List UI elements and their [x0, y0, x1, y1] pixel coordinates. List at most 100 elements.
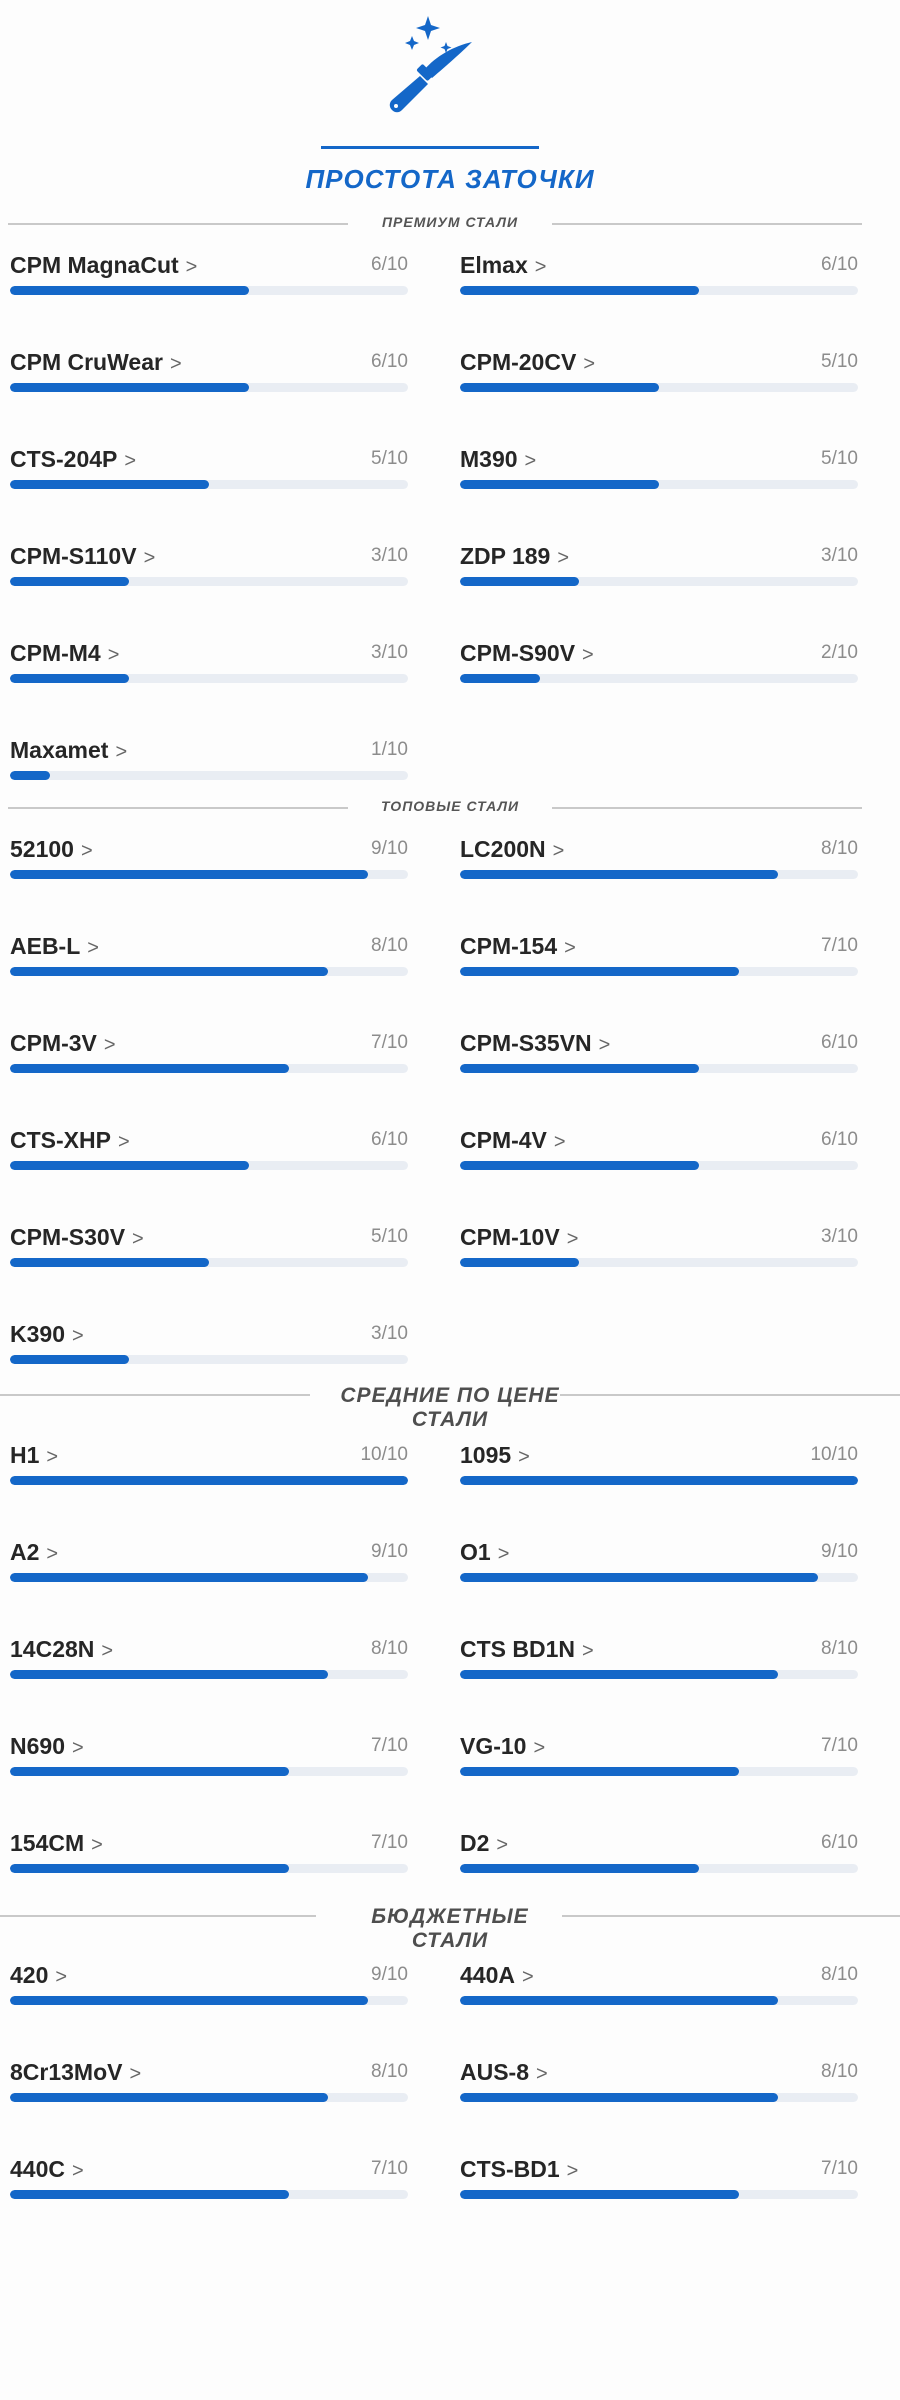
chevron-right-icon: > — [185, 256, 198, 278]
steel-item[interactable]: AEB-L >8/10 — [10, 933, 408, 983]
steel-name-link[interactable]: K390 > — [10, 1321, 84, 1348]
steel-item[interactable]: CPM-20CV >5/10 — [460, 349, 858, 399]
steel-item[interactable]: M390 >5/10 — [460, 446, 858, 496]
progress-track — [10, 383, 408, 392]
steel-name-link[interactable]: 420 > — [10, 1962, 67, 1989]
steel-item[interactable]: CPM CruWear >6/10 — [10, 349, 408, 399]
steel-name-link[interactable]: 154CM > — [10, 1830, 103, 1857]
progress-fill — [10, 1864, 289, 1873]
steel-name-link[interactable]: H1 > — [10, 1442, 58, 1469]
steel-item[interactable]: LC200N >8/10 — [460, 836, 858, 886]
steel-name-link[interactable]: CPM CruWear > — [10, 349, 182, 376]
progress-fill — [10, 1767, 289, 1776]
steel-item[interactable]: 14C28N >8/10 — [10, 1636, 408, 1686]
steel-item[interactable]: 440A >8/10 — [460, 1962, 858, 2012]
chevron-right-icon: > — [536, 2063, 548, 2085]
chevron-right-icon: > — [598, 1034, 611, 1056]
steel-item[interactable]: CPM-154 > 7/10 — [460, 933, 858, 983]
progress-fill — [460, 1258, 580, 1267]
steel-name-link[interactable]: CPM-10V > — [460, 1224, 578, 1251]
steel-name: CPM MagnaCut — [10, 252, 179, 278]
steel-item[interactable]: AUS-8 >8/10 — [460, 2059, 858, 2109]
steel-name-link[interactable]: CPM-S30V > — [10, 1224, 144, 1251]
steel-item[interactable]: Elmax >6/10 — [460, 252, 858, 302]
steel-item[interactable]: 420 >9/10 — [10, 1962, 408, 2012]
steel-name-link[interactable]: 52100 > — [10, 836, 93, 863]
steel-item[interactable]: CPM-3V >7/10 — [10, 1030, 408, 1080]
steel-name-link[interactable]: 8Cr13MoV > — [10, 2059, 141, 2086]
steel-item[interactable]: O1 >9/10 — [460, 1539, 858, 1589]
steel-name: AEB-L — [10, 933, 81, 959]
progress-fill — [460, 967, 739, 976]
steel-item[interactable]: CTS-XHP >6/10 — [10, 1127, 408, 1177]
steel-name-link[interactable]: AEB-L > — [10, 933, 99, 960]
steel-item[interactable]: CPM-10V >3/10 — [460, 1224, 858, 1274]
steel-item[interactable]: 440C >7/10 — [10, 2156, 408, 2206]
steel-item[interactable]: CPM-4V >6/10 — [460, 1127, 858, 1177]
steel-name-link[interactable]: CTS-BD1 > — [460, 2156, 578, 2183]
steel-name-link[interactable]: 440C > — [10, 2156, 84, 2183]
steel-name-link[interactable]: CPM-20CV > — [460, 349, 595, 376]
steel-name-link[interactable]: 440A > — [460, 1962, 534, 1989]
steel-item[interactable]: N690 >7/10 — [10, 1733, 408, 1783]
steel-name: K390 — [10, 1321, 65, 1347]
steel-item[interactable]: H1 >10/10 — [10, 1442, 408, 1492]
steel-name-link[interactable]: CPM MagnaCut > — [10, 252, 197, 279]
steel-name-link[interactable]: N690 > — [10, 1733, 84, 1760]
steel-name-link[interactable]: CPM-S110V > — [10, 543, 155, 570]
section-divider — [0, 1394, 310, 1396]
steel-item[interactable]: CPM-S35VN >6/10 — [460, 1030, 858, 1080]
score-label: 5/10 — [371, 1226, 408, 1247]
steel-item[interactable]: VG-10 >7/10 — [460, 1733, 858, 1783]
steel-name-link[interactable]: VG-10 > — [460, 1733, 545, 1760]
steel-name-link[interactable]: AUS-8 > — [460, 2059, 548, 2086]
steel-name-link[interactable]: ZDP 189 > — [460, 543, 569, 570]
steel-name-link[interactable]: CPM-4V > — [460, 1127, 566, 1154]
steel-item[interactable]: 1095 >10/10 — [460, 1442, 858, 1492]
steel-name-link[interactable]: 14C28N > — [10, 1636, 113, 1663]
score-label: 9/10 — [371, 838, 408, 859]
score-label: 7/10 — [821, 935, 858, 956]
steel-name-link[interactable]: CPM-154 > — [460, 933, 576, 960]
steel-name-link[interactable]: CTS-XHP > — [10, 1127, 130, 1154]
progress-fill — [10, 1670, 329, 1679]
steel-item[interactable]: CTS BD1N >8/10 — [460, 1636, 858, 1686]
steel-item[interactable]: ZDP 189 >3/10 — [460, 543, 858, 593]
steel-item[interactable]: 8Cr13MoV >8/10 — [10, 2059, 408, 2109]
steel-item[interactable]: CTS-BD1 >7/10 — [460, 2156, 858, 2206]
steel-item[interactable]: Maxamet >1/10 — [10, 737, 408, 787]
steel-name-link[interactable]: CTS-204P > — [10, 446, 136, 473]
steel-name-link[interactable]: Maxamet > — [10, 737, 127, 764]
progress-fill — [460, 2190, 739, 2199]
chevron-right-icon: > — [103, 1034, 116, 1056]
steel-item[interactable]: CPM-S30V > 5/10 — [10, 1224, 408, 1274]
steel-name-link[interactable]: 1095 > — [460, 1442, 530, 1469]
steel-name-link[interactable]: CPM-3V > — [10, 1030, 116, 1057]
steel-name-link[interactable]: CPM-M4 > — [10, 640, 119, 667]
progress-track — [460, 1670, 858, 1679]
steel-item[interactable]: CPM MagnaCut >6/10 — [10, 252, 408, 302]
steel-item[interactable]: 52100 > 9/10 — [10, 836, 408, 886]
steel-name-link[interactable]: LC200N > — [460, 836, 564, 863]
steel-name-link[interactable]: CPM-S35VN > — [460, 1030, 610, 1057]
steel-item[interactable]: D2 >6/10 — [460, 1830, 858, 1880]
steel-item[interactable]: CPM-S90V >2/10 — [460, 640, 858, 690]
steel-item[interactable]: CPM-M4 >3/10 — [10, 640, 408, 690]
steel-item[interactable]: A2 >9/10 — [10, 1539, 408, 1589]
steel-name-link[interactable]: CTS BD1N > — [460, 1636, 594, 1663]
steel-item[interactable]: CTS-204P >5/10 — [10, 446, 408, 496]
steel-name: 52100 — [10, 836, 74, 862]
progress-track — [10, 870, 408, 879]
steel-name: CTS-204P — [10, 446, 118, 472]
steel-name-link[interactable]: O1 > — [460, 1539, 509, 1566]
steel-name-link[interactable]: D2 > — [460, 1830, 508, 1857]
steel-item[interactable]: CPM-S110V >3/10 — [10, 543, 408, 593]
steel-item[interactable]: 154CM >7/10 — [10, 1830, 408, 1880]
steel-name-link[interactable]: Elmax > — [460, 252, 546, 279]
steel-name-link[interactable]: A2 > — [10, 1539, 58, 1566]
steel-name-link[interactable]: M390 > — [460, 446, 536, 473]
steel-item[interactable]: K390 >3/10 — [10, 1321, 408, 1371]
progress-track — [460, 674, 858, 683]
steel-name: CTS-XHP — [10, 1127, 111, 1153]
steel-name-link[interactable]: CPM-S90V > — [460, 640, 594, 667]
